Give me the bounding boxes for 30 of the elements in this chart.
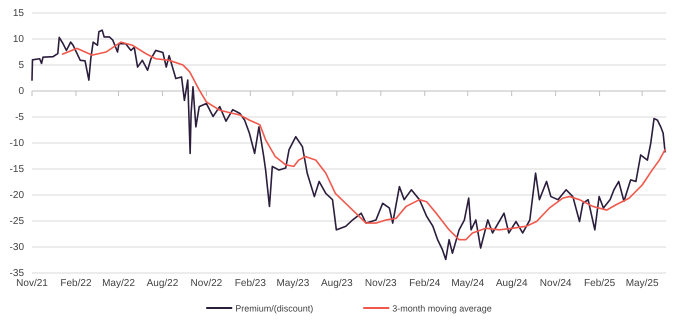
x-tick-label: Feb/22 (60, 278, 92, 290)
y-tick-label: -5 (15, 112, 24, 124)
x-tick-label: Nov/22 (190, 278, 223, 290)
y-tick-label: -15 (10, 164, 24, 176)
x-tick-label: May/25 (626, 278, 659, 290)
y-tick-label: 10 (12, 34, 24, 46)
y-tick-label: 5 (18, 60, 24, 72)
y-tick-label: -20 (10, 190, 24, 202)
x-tick-label: Aug/24 (496, 278, 528, 290)
x-tick-label: Nov/23 (364, 278, 398, 290)
line-series (31, 29, 666, 260)
y-tick-label: 15 (12, 8, 24, 20)
x-tick-label: May/23 (276, 278, 310, 290)
x-tick-label: Feb/25 (584, 278, 616, 290)
y-tick-label: -25 (10, 216, 24, 228)
y-tick-label: -10 (10, 138, 24, 150)
x-tick-label: Feb/23 (234, 278, 266, 290)
x-tick-label: May/24 (451, 278, 485, 290)
y-tick-label: -35 (10, 268, 24, 280)
x-tick-label: Aug/23 (320, 278, 354, 290)
x-tick-label: Nov/24 (540, 278, 572, 290)
legend-label: Premium/(discount) (235, 304, 314, 314)
y-tick-label: -30 (10, 242, 24, 254)
line-series (62, 41, 666, 241)
legend-label: 3-month moving average (392, 304, 492, 314)
y-tick-label: 0 (18, 86, 24, 98)
x-tick-label: Nov/21 (16, 278, 48, 290)
x-tick-label: Feb/24 (409, 278, 441, 290)
x-tick-label: May/22 (102, 278, 136, 290)
x-tick-label: Aug/22 (146, 278, 179, 290)
